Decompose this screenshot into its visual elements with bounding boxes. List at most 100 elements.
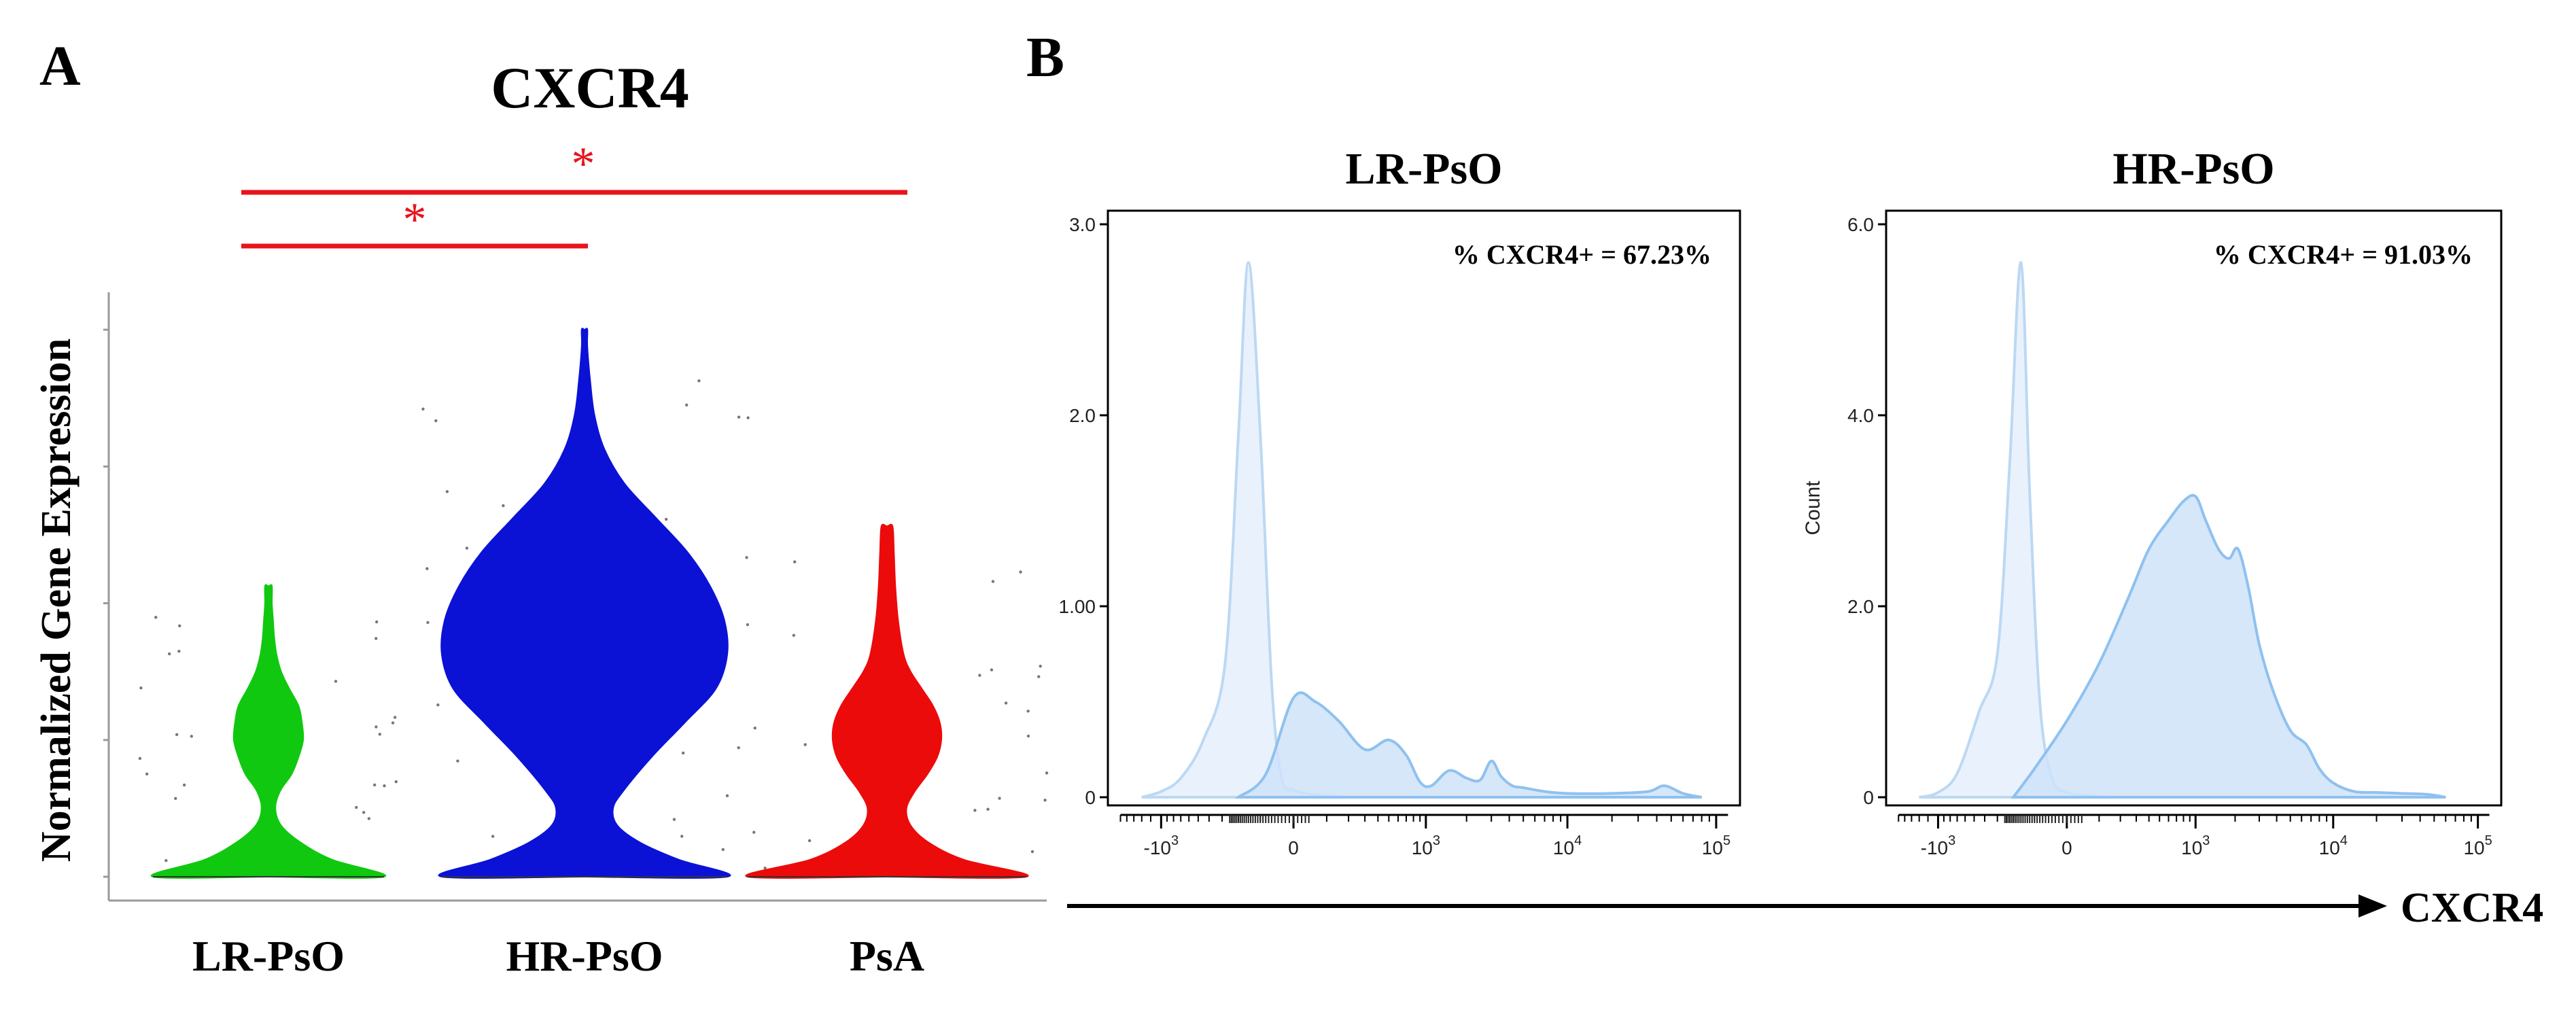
jitter-point [721,848,725,852]
sig-star-lr-psa: * [572,138,595,190]
jitter-point [334,680,338,683]
jitter-point [139,686,143,690]
jitter-point [393,716,397,719]
jitter-point [436,703,440,707]
jitter-point [1026,734,1030,738]
jitter-point [465,546,469,550]
jitter-point [973,809,977,812]
jitter-point [378,733,381,736]
jitter-point [746,416,750,419]
histogram-title: HR-PsO [2112,144,2274,194]
panel-a-letter: A [39,35,81,98]
jitter-point [803,743,807,746]
histogram-x-tick-label: -103 [1921,833,1956,858]
violin-psa [745,523,1029,879]
histogram-y-tick-label: 4.0 [1847,405,1874,426]
jitter-point [434,419,438,423]
violin-lr-pso [150,584,387,879]
histogram-frame [1885,209,2503,807]
histogram-y-tick-label: 1.00 [1059,596,1096,617]
jitter-point [391,721,395,725]
jitter-point [367,817,371,820]
jitter-point [991,580,995,583]
jitter-point [672,818,676,821]
jitter-point [177,650,181,653]
jitter-point [697,379,701,383]
jitter-point [680,835,684,838]
histogram-y-tick-label: 2.0 [1069,405,1096,426]
jitter-point [737,746,740,750]
jitter-point [745,556,748,559]
jitter-point [383,784,386,788]
cxcr4-axis-arrowhead [2359,894,2387,918]
significance-brackets: * * [241,138,907,249]
jitter-point [491,835,495,838]
jitter-point [763,867,767,870]
jitter-point [426,621,430,625]
jitter-point [746,623,750,627]
jitter-point [990,668,994,671]
histogram-x-tick-label: 0 [1288,837,1299,858]
jitter-point [681,751,685,755]
percent-positive-annotation: % CXCR4+ = 67.23% [1452,239,1711,270]
histogram-lr-pso: LR-PsO % CXCR4+ = 67.23% 3.0 2.0 1.00 0 -103 0 1… [1059,144,1741,858]
jitter-point [737,415,741,419]
jitter-point [362,811,366,814]
jitter-point [425,567,429,570]
jitter-point [164,858,168,862]
violin-y-ticks [103,328,109,878]
violin-x-label-lr-pso: LR-PsO [192,932,345,980]
jitter-point [145,772,149,775]
jitter-point [1043,799,1047,802]
jitter-point [394,780,398,784]
violin-y-axis-label: Normalized Gene Expression [33,338,80,862]
histogram-y-tick-label: 0 [1085,787,1096,808]
jitter-point [1026,710,1030,713]
cxcr4-axis-label: CXCR4 [2401,885,2543,931]
jitter-point [375,725,378,729]
jitter-point [1019,570,1022,574]
jitter-point [664,517,668,521]
jitter-point [372,783,377,787]
cxcr4-histogram [2011,493,2446,799]
jitter-point [998,797,1001,800]
jitter-point [685,403,689,407]
violin-title: CXCR4 [491,55,689,120]
violin-hr-pso [438,328,731,879]
jitter-point [355,805,358,809]
jitter-point [793,560,797,563]
histogram-x-tick-label: 105 [2463,833,2492,858]
histogram-x-tick-label: 104 [2319,833,2348,858]
histogram-y-tick-label: 6.0 [1847,214,1874,235]
panel-a: A CXCR4 Normalized Gene Expression * * L… [33,35,1049,980]
jitter-point [752,831,756,834]
violins [150,328,1029,879]
jitter-point [421,407,425,411]
jitter-point [792,633,796,637]
histogram-frame [1107,209,1741,807]
jitter-point [456,759,459,763]
jitter-point [138,756,142,761]
histogram-x-tick-label: 105 [1702,833,1730,858]
histogram-x-tick-label: 103 [2181,833,2210,858]
violin-x-label-psa: PsA [850,932,924,980]
histogram-y-tick-label: 0 [1863,787,1874,808]
jitter-point [445,490,449,493]
panel-b-letter: B [1026,26,1064,89]
histogram-x-tick-label: 104 [1553,833,1582,858]
panel-b: B LR-PsO % CXCR4+ = 67.23% 3.0 2.0 1.00 0 -103… [1026,26,2543,931]
violin-jitter-points [138,379,1049,879]
jitter-point [167,652,171,656]
jitter-point [1039,665,1042,668]
jitter-point [175,733,179,737]
jitter-point [1004,701,1008,705]
violin-x-label-hr-pso: HR-PsO [506,932,663,980]
jitter-point [807,839,812,843]
jitter-point [1037,675,1041,678]
jitter-point [986,807,990,811]
percent-positive-annotation: % CXCR4+ = 91.03% [2214,239,2473,270]
jitter-point [1045,771,1049,775]
jitter-point [753,727,756,730]
jitter-point [178,624,181,627]
